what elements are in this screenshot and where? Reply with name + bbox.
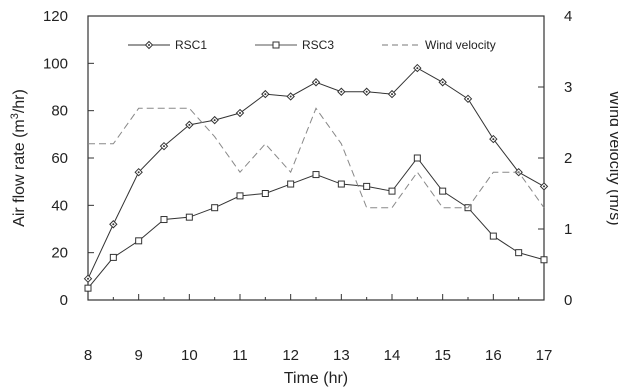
point-rsc3 [413, 154, 421, 162]
legend-rsc1-label: RSC1 [175, 38, 207, 52]
point-rsc3 [160, 216, 168, 224]
point-center-rsc1 [112, 223, 115, 226]
point-center-rsc1 [467, 97, 469, 100]
x-axis-ticks: 8 9 10 11 12 13 14 15 16 17 [84, 294, 553, 364]
point-rsc3 [540, 256, 548, 264]
x-tick-label: 11 [232, 347, 248, 364]
point-center-rsc1 [137, 171, 140, 174]
point-center-rsc1 [289, 95, 292, 98]
point-center-rsc1 [163, 145, 165, 148]
left-y-tick-label: 120 [43, 8, 68, 25]
point-rsc3 [211, 204, 219, 212]
point-center-rsc1 [87, 277, 89, 280]
x-tick-label: 10 [181, 347, 198, 364]
plot-frame [87, 15, 545, 301]
point-rsc3 [489, 232, 497, 240]
x-axis-title: Time (hr) [284, 370, 348, 387]
legend-rsc1-marker-dot [148, 44, 150, 46]
point-rsc3 [236, 192, 244, 200]
point-rsc3 [439, 187, 447, 195]
right-y-tick-label: 2 [564, 150, 572, 167]
point-center-rsc1 [492, 138, 495, 141]
x-tick-label: 14 [384, 347, 401, 364]
x-tick-label: 8 [84, 347, 92, 364]
point-rsc3 [185, 213, 193, 221]
x-tick-label: 13 [333, 347, 350, 364]
right-y-axis-title: Wind velocity (m/s) [606, 90, 618, 225]
right-y-axis-ticks: 0 1 2 3 4 [538, 8, 572, 309]
point-center-rsc1 [543, 185, 545, 188]
x-tick-label: 17 [536, 347, 553, 364]
series-line-wind-velocity [88, 107, 545, 209]
right-y-tick-label: 1 [564, 221, 572, 238]
legend: RSC1 RSC3 Wind velocity [128, 38, 496, 52]
legend-wind-label: Wind velocity [425, 38, 496, 52]
point-rsc3 [287, 180, 295, 188]
point-center-rsc1 [213, 119, 216, 122]
point-center-rsc1 [188, 123, 191, 126]
legend-rsc3-marker [272, 41, 280, 49]
left-y-axis-ticks: 0 20 40 60 80 100 120 [43, 8, 94, 309]
right-y-tick-label: 4 [564, 8, 572, 25]
point-rsc3 [261, 190, 269, 197]
left-y-tick-label: 100 [43, 55, 68, 72]
point-rsc3 [312, 171, 320, 179]
left-y-tick-label: 20 [51, 245, 68, 262]
point-rsc3 [109, 253, 117, 261]
x-tick-label: 16 [485, 347, 502, 364]
left-y-tick-label: 40 [51, 197, 68, 214]
point-center-rsc1 [365, 90, 368, 93]
left-y-tick-label: 80 [51, 103, 68, 120]
right-y-tick-label: 0 [564, 292, 572, 309]
point-rsc3 [84, 284, 92, 292]
point-rsc3 [515, 249, 523, 257]
point-center-rsc1 [416, 67, 419, 70]
left-y-axis-title: Air flow rate (m3/hr) [9, 89, 28, 227]
x-tick-label: 9 [134, 347, 142, 364]
point-rsc3 [337, 180, 345, 188]
point-center-rsc1 [315, 81, 317, 84]
left-y-tick-label: 0 [60, 292, 68, 309]
point-center-rsc1 [239, 112, 241, 115]
x-tick-label: 12 [282, 347, 299, 364]
point-center-rsc1 [441, 81, 444, 84]
point-center-rsc1 [391, 93, 393, 96]
left-y-tick-label: 60 [51, 150, 68, 167]
legend-rsc3-label: RSC3 [302, 38, 334, 52]
point-center-rsc1 [340, 90, 343, 93]
x-tick-label: 15 [434, 347, 451, 364]
point-rsc3 [388, 187, 396, 195]
series-layer [83, 63, 549, 292]
point-center-rsc1 [264, 93, 267, 96]
point-rsc3 [363, 182, 371, 190]
right-y-tick-label: 3 [564, 79, 572, 96]
point-rsc3 [135, 237, 143, 245]
